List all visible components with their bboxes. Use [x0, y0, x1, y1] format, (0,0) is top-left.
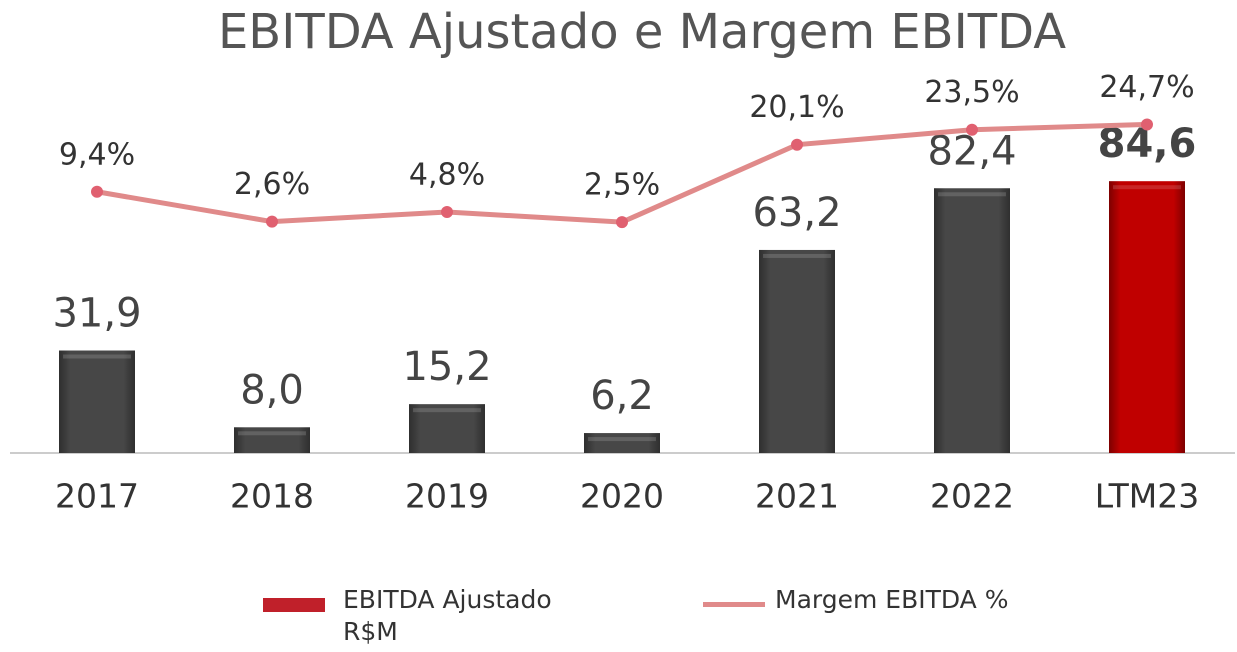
data-label: 23,5%	[924, 75, 1019, 110]
legend-label: Margem EBITDA %	[775, 585, 1009, 614]
data-label: 2,5%	[584, 168, 660, 203]
data-label: 20,1%	[749, 90, 844, 125]
data-label: 82,4	[927, 128, 1016, 174]
bar-shade	[759, 249, 835, 453]
bar-shade	[409, 404, 485, 453]
legend-swatch	[263, 598, 325, 612]
line-point	[441, 205, 453, 218]
data-label: 9,4%	[59, 137, 135, 172]
data-label: 2,6%	[234, 167, 310, 202]
x-tick-label: LTM23	[1095, 477, 1199, 516]
bar-highlight	[938, 192, 1006, 197]
bar-highlight	[1113, 185, 1181, 190]
data-label: 6,2	[590, 373, 654, 419]
bar-shade	[1109, 181, 1185, 453]
line-point	[91, 185, 103, 198]
bar-shade	[59, 350, 135, 453]
data-label: 24,7%	[1099, 70, 1194, 105]
x-tick-label: 2020	[580, 477, 664, 516]
legend-label: EBITDA Ajustado R$M	[343, 585, 552, 646]
line-point	[1141, 118, 1153, 131]
data-label: 63,2	[752, 190, 841, 236]
bar-highlight	[413, 408, 481, 413]
chart-title: EBITDA Ajustado e Margem EBITDA	[218, 4, 1066, 60]
line-point	[966, 123, 978, 136]
x-tick-label: 2022	[930, 477, 1014, 516]
bar-highlight	[63, 354, 131, 359]
legend-swatch	[703, 602, 765, 607]
bar-shade	[234, 427, 310, 453]
line-point	[266, 215, 278, 228]
x-tick-label: 2021	[755, 477, 839, 516]
x-tick-label: 2017	[55, 477, 139, 516]
data-label: 31,9	[52, 291, 141, 337]
data-label: 8,0	[240, 367, 304, 413]
bar-shade	[934, 188, 1010, 454]
x-tick-label: 2019	[405, 477, 489, 516]
x-tick-label: 2018	[230, 477, 314, 516]
line-point	[791, 138, 803, 151]
data-label: 4,8%	[409, 157, 485, 192]
bar-shade	[584, 433, 660, 453]
bar-highlight	[588, 437, 656, 442]
data-label: 15,2	[402, 344, 491, 390]
bar-highlight	[238, 431, 306, 436]
line-point	[616, 216, 628, 229]
bar-highlight	[763, 253, 831, 258]
